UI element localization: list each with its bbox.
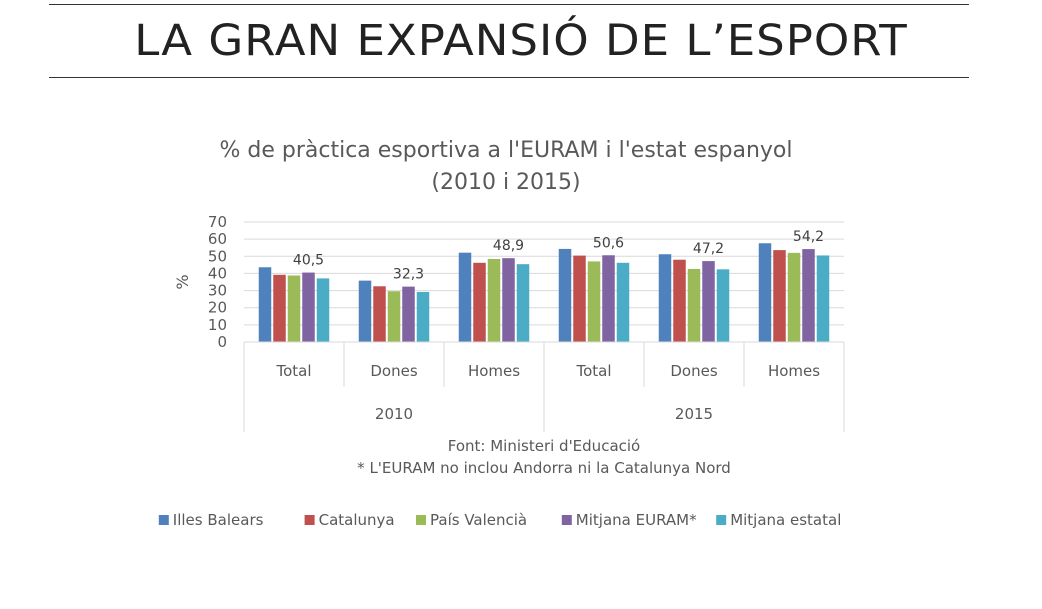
bar: [673, 259, 686, 342]
y-tick-label: 70: [208, 213, 227, 231]
y-tick-label: 30: [208, 282, 227, 300]
source-note: Font: Ministeri d'Educació: [448, 437, 640, 455]
bar: [802, 249, 815, 342]
bar: [516, 264, 530, 342]
legend-label: Catalunya: [319, 511, 395, 529]
legend-label: País Valencià: [430, 511, 527, 529]
legend-swatch: [561, 515, 572, 525]
legend-label: Mitjana estatal: [730, 511, 841, 529]
bar: [758, 243, 772, 342]
data-label: 40,5: [293, 253, 324, 269]
legend-swatch: [716, 515, 727, 525]
bar: [287, 275, 301, 342]
bar: [787, 252, 801, 342]
bar: [273, 274, 286, 342]
legend-item: Catalunya: [304, 511, 395, 529]
legend-label: Illes Balears: [173, 511, 264, 529]
y-axis-label: %: [173, 274, 192, 289]
data-label: 48,9: [493, 238, 524, 254]
bar: [573, 255, 586, 342]
group-label: 2010: [375, 405, 413, 423]
y-tick-label: 50: [208, 247, 227, 265]
bar: [702, 261, 715, 342]
bar: [458, 252, 472, 342]
grid: [244, 221, 844, 326]
bar: [258, 267, 272, 342]
data-label: 50,6: [593, 235, 624, 251]
data-label: 32,3: [393, 267, 424, 283]
bar: [716, 269, 730, 342]
legend-item: País Valencià: [416, 511, 527, 529]
legend-item: Mitjana EURAM*: [561, 511, 697, 529]
bar: [658, 254, 672, 342]
y-tick-label: 40: [208, 264, 227, 282]
legend-label: Mitjana EURAM*: [576, 511, 697, 529]
bar: [302, 272, 315, 342]
x-tick-label: Total: [275, 362, 311, 380]
bar: [416, 291, 430, 342]
x-tick-label: Homes: [768, 362, 820, 380]
page-title: LA GRAN EXPANSIÓ DE L’ESPORT: [134, 15, 908, 66]
bar: [373, 286, 386, 342]
bar: [402, 286, 415, 342]
bar: [558, 248, 572, 342]
bars: 40,5 32,3 48,9 50,6 47,2 54,2: [258, 229, 830, 342]
data-label: 54,2: [793, 229, 824, 245]
legend-item: Illes Balears: [158, 511, 264, 529]
chart-title: % de pràctica esportiva a l'EURAM i l'es…: [219, 138, 792, 163]
bar: [502, 258, 515, 342]
bar: [616, 262, 630, 342]
bar: [387, 291, 401, 342]
bar: [687, 268, 701, 342]
y-tick-label: 10: [208, 316, 227, 334]
legend-swatch: [304, 515, 315, 525]
x-tick-label: Homes: [468, 362, 520, 380]
bar: [816, 255, 830, 342]
legend-swatch: [416, 515, 426, 525]
footnote: * L'EURAM no inclou Andorra ni la Catalu…: [357, 459, 731, 477]
bar: [602, 255, 615, 342]
top-rule: [49, 4, 969, 5]
group-label: 2015: [675, 405, 713, 423]
bar: [487, 259, 501, 342]
bar: [473, 262, 486, 342]
x-tick-label: Dones: [670, 362, 717, 380]
bar: [587, 261, 601, 342]
y-tick-label: 20: [208, 299, 227, 317]
legend: Illes Balears Catalunya País Valencià Mitja…: [158, 511, 841, 529]
bar: [773, 250, 786, 342]
bar: [316, 278, 330, 342]
data-label: 47,2: [693, 241, 724, 257]
y-tick-label: 60: [208, 230, 227, 248]
x-tick-label: Dones: [370, 362, 417, 380]
y-tick-label: 0: [217, 333, 227, 351]
title-rule: [49, 77, 969, 78]
legend-swatch: [158, 515, 169, 525]
x-tick-label: Total: [575, 362, 611, 380]
chart-subtitle: (2010 i 2015): [431, 170, 580, 195]
bar: [358, 280, 372, 342]
legend-item: Mitjana estatal: [716, 511, 841, 529]
